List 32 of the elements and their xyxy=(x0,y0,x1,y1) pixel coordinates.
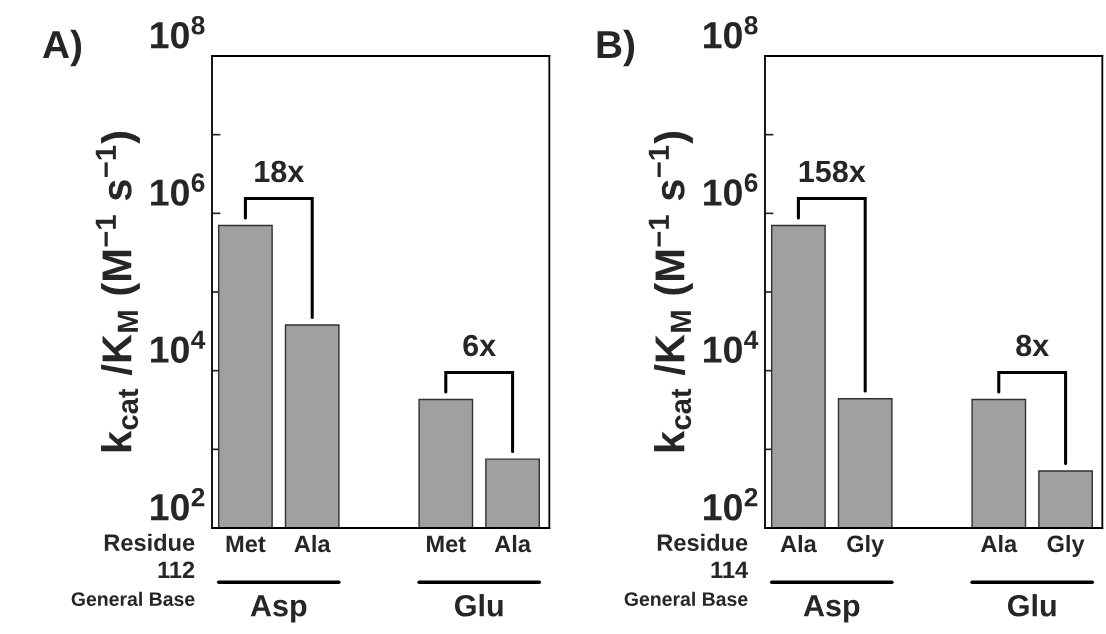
text: k$_{cat}$ /K$_{M}$ (M$^{−1}$ s$^{−1}$) xyxy=(648,132,693,452)
x-tick-label: Ala xyxy=(981,534,1018,553)
text: k$_{cat}$ /K$_{M}$ (M$^{−1}$ s$^{−1}$) xyxy=(95,132,140,452)
y-tick-label: 10$^{4}$ xyxy=(704,330,759,363)
y-tick-label: 10$^{8}$ xyxy=(151,15,205,49)
y-tick-label: 10$^{2}$ xyxy=(151,487,205,521)
text: Glu xyxy=(1007,594,1056,617)
annotation: 8x xyxy=(1016,334,1049,357)
x-tick-label: Gly xyxy=(847,534,885,557)
x-tick-label: Ala xyxy=(494,534,532,553)
x-tick-label: Met xyxy=(427,535,466,553)
text: Residue 112 xyxy=(104,533,195,578)
x-tick-label: Met xyxy=(226,535,266,553)
y-tick-label: 10$^{2}$ xyxy=(704,487,758,521)
y-tick-label: 10$^{6}$ xyxy=(151,173,205,206)
text: Asp xyxy=(803,595,860,623)
text: Asp xyxy=(250,595,307,623)
text: General Base xyxy=(624,591,748,606)
x-tick-label: Gly xyxy=(1047,534,1085,557)
annotation: 6x xyxy=(463,334,496,357)
chart-title: A) xyxy=(42,29,82,67)
x-tick-label: Ala xyxy=(294,534,331,553)
text: Glu xyxy=(454,594,503,617)
y-tick-label: 10$^{6}$ xyxy=(704,173,758,206)
chart-title: B) xyxy=(597,29,635,67)
y-tick-label: 10$^{4}$ xyxy=(151,330,206,363)
annotation: 158x xyxy=(799,160,866,183)
text: General Base xyxy=(71,591,195,606)
x-tick-label: Ala xyxy=(780,534,817,553)
annotation: 18x xyxy=(255,160,305,183)
y-tick-label: 10$^{8}$ xyxy=(704,15,758,49)
text: Residue 114 xyxy=(657,533,749,578)
